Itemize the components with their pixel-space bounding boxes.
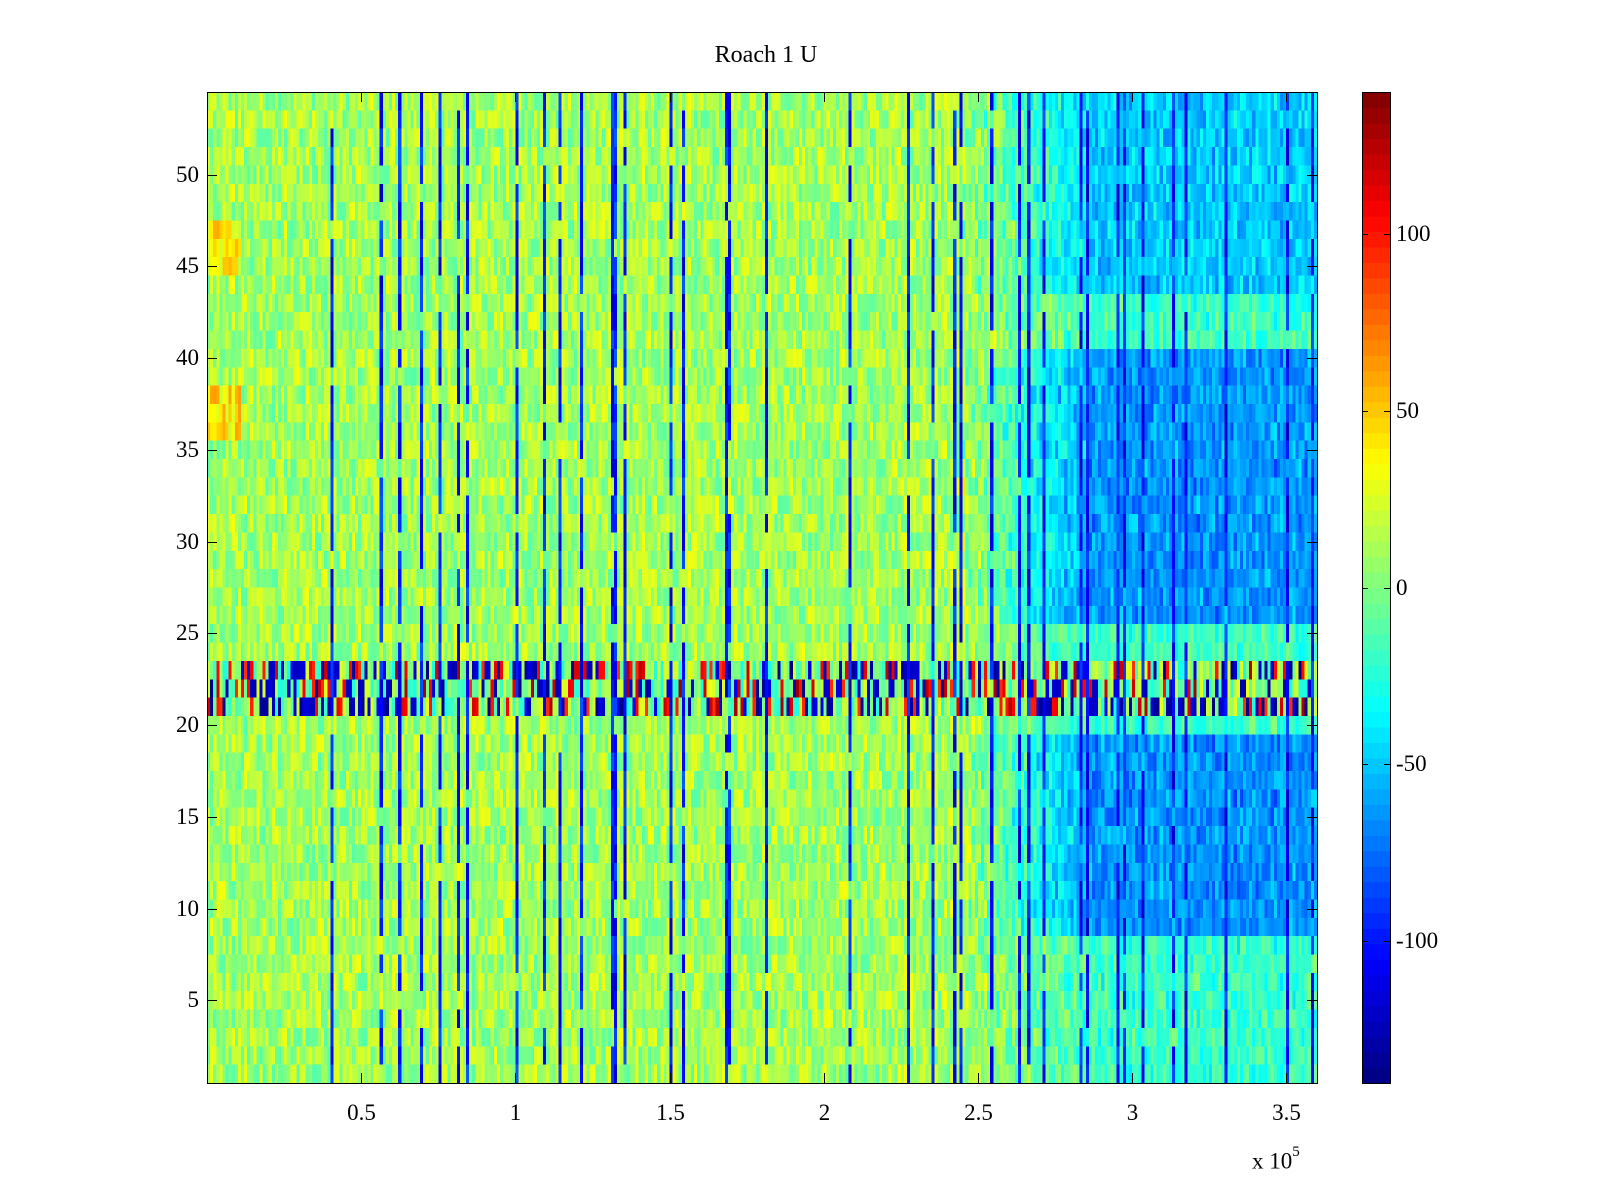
axes [207, 92, 1391, 1084]
colorbar-segment [1362, 928, 1390, 945]
colorbar-segment [1362, 339, 1390, 356]
colorbar-segment [1362, 324, 1390, 341]
colorbar-segment [1362, 835, 1390, 852]
chart-title: Roach 1 U [714, 42, 818, 68]
colorbar-tick-label: 100 [1396, 220, 1431, 246]
colorbar-segment [1362, 587, 1390, 604]
colorbar-segment [1362, 169, 1390, 186]
colorbar-segment [1362, 246, 1390, 263]
colorbar-segment [1362, 742, 1390, 759]
colorbar-segment [1362, 974, 1390, 991]
colorbar-segment [1362, 990, 1390, 1007]
y-tick-label: 15 [176, 803, 199, 829]
colorbar-segment [1362, 122, 1390, 140]
y-tick-label: 50 [176, 161, 199, 187]
colorbar-segment [1362, 649, 1390, 666]
colorbar-segment [1362, 401, 1390, 418]
colorbar-tick-label: 0 [1396, 574, 1408, 600]
colorbar-segment [1362, 215, 1390, 232]
colorbar-segment [1362, 572, 1390, 589]
x-tick-label: 3 [1126, 1100, 1139, 1125]
colorbar-segment [1362, 819, 1390, 836]
colorbar-segment [1362, 602, 1390, 620]
colorbar-segment [1362, 308, 1390, 325]
colorbar [1362, 92, 1390, 1084]
x-tick-label: 0.5 [347, 1100, 376, 1125]
colorbar-segment [1362, 866, 1390, 883]
x-tick-label: 1.5 [656, 1100, 685, 1125]
colorbar-segment [1362, 355, 1390, 372]
colorbar-segment [1362, 510, 1390, 527]
colorbar-tick-label: -50 [1396, 750, 1427, 776]
colorbar-segment [1362, 757, 1390, 774]
colorbar-segment [1362, 138, 1390, 155]
colorbar-segment [1362, 184, 1390, 201]
colorbar-segment [1362, 200, 1390, 217]
colorbar-segment [1362, 293, 1390, 310]
y-tick-label: 25 [176, 619, 199, 645]
x-tick-label: 1 [509, 1100, 522, 1125]
colorbar-segment [1362, 541, 1390, 558]
plot-frame [207, 92, 1318, 1084]
heatmap-cells [207, 92, 1317, 1083]
colorbar-segment [1362, 448, 1390, 465]
colorbar-segment [1362, 370, 1390, 387]
y-tick-label: 5 [187, 986, 200, 1012]
colorbar-segment [1362, 897, 1390, 914]
colorbar-segment [1362, 92, 1390, 109]
colorbar-segment [1362, 664, 1390, 682]
colorbar-segment [1362, 417, 1390, 434]
colorbar-segment [1362, 726, 1390, 743]
heatmap-image [207, 92, 1317, 1083]
colorbar-segment [1362, 556, 1390, 573]
x-tick-label: 2 [818, 1100, 831, 1125]
colorbar-segment [1362, 1052, 1390, 1069]
colorbar-segment [1362, 386, 1390, 403]
y-tick-label: 35 [176, 436, 199, 462]
colorbar-segment [1362, 788, 1390, 805]
x-tick-label: 3.5 [1272, 1100, 1301, 1125]
colorbar-segment [1362, 850, 1390, 867]
y-tick-label: 20 [176, 711, 199, 737]
x-exponent-label: x 105 [1252, 1144, 1300, 1175]
x-exponent-power: 5 [1292, 1144, 1300, 1160]
colorbar-segment [1362, 680, 1390, 697]
colorbar-segment [1362, 432, 1390, 449]
colorbar-segment [1362, 711, 1390, 728]
colorbar-segment [1362, 463, 1390, 480]
y-tick-label: 45 [176, 252, 199, 278]
x-tick-label: 2.5 [964, 1100, 993, 1125]
colorbar-tick-label: 50 [1396, 397, 1419, 423]
y-tick-label: 30 [176, 528, 199, 554]
y-tick-label: 40 [176, 344, 199, 370]
colorbar-segment [1362, 479, 1390, 496]
colorbar-segment [1362, 1005, 1390, 1022]
colorbar-segment [1362, 277, 1390, 294]
colorbar-segment [1362, 881, 1390, 898]
colorbar-segment [1362, 912, 1390, 929]
colorbar-segment [1362, 959, 1390, 976]
x-exponent-base: x 10 [1252, 1148, 1293, 1174]
colorbar-segment [1362, 804, 1390, 821]
colorbar-segment [1362, 618, 1390, 635]
colorbar-segment [1362, 231, 1390, 248]
y-tick-label: 10 [176, 895, 199, 921]
colorbar-segment [1362, 1021, 1390, 1038]
colorbar-segment [1362, 525, 1390, 542]
colorbar-segment [1362, 1036, 1390, 1053]
colorbar-segment [1362, 494, 1390, 511]
colorbar-tick-label: -100 [1396, 927, 1439, 953]
colorbar-segment [1362, 695, 1390, 712]
colorbar-segment [1362, 943, 1390, 960]
colorbar-segment [1362, 773, 1390, 790]
colorbar-segment [1362, 153, 1390, 171]
colorbar-segment [1362, 262, 1390, 279]
colorbar-segment [1362, 633, 1390, 651]
colorbar-segment [1362, 1067, 1390, 1084]
colorbar-segment [1362, 107, 1390, 124]
